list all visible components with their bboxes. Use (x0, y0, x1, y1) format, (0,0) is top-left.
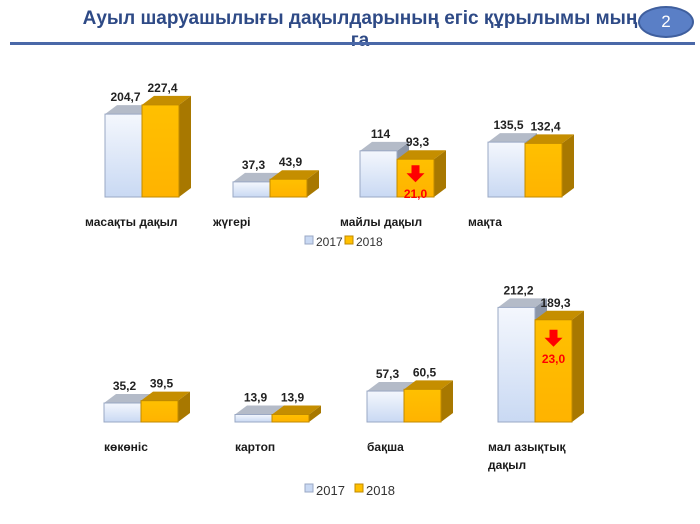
decrease-label: 23,0 (542, 352, 566, 366)
page-title: Ауыл шаруашылығы дақылдарының егіс құрыл… (82, 8, 638, 51)
bar-top-1-2-1 (404, 380, 453, 390)
data-label: 13,9 (244, 390, 268, 404)
down-arrow-icon (406, 165, 425, 183)
data-label: 132,4 (530, 119, 560, 133)
legend-swatch-2018 (354, 483, 364, 493)
bar-2017-1 (232, 181, 271, 198)
bar-2017-2 (359, 150, 398, 198)
bar-2018-2 (403, 388, 442, 423)
bar-side-0-0-1 (179, 95, 191, 197)
bar-top-0-0-1 (142, 95, 191, 105)
down-arrow-icon (544, 329, 563, 347)
data-label: 35,2 (113, 379, 137, 393)
data-label: 57,3 (376, 367, 400, 381)
category-label: жүгері (212, 215, 251, 229)
bar-top-0-2-1 (397, 150, 446, 160)
title-divider (10, 42, 695, 45)
bar-2018-1 (271, 413, 310, 423)
data-label: 39,5 (150, 377, 174, 391)
bar-2017-0 (104, 113, 143, 198)
legend-label-2018: 2018 (366, 483, 395, 498)
bar-side-0-1-1 (307, 170, 319, 197)
category-label: көкөніс (104, 440, 148, 454)
bar-2017-0 (103, 402, 142, 423)
bar-top-1-3-0 (498, 298, 547, 308)
bar-top-0-2-0 (360, 141, 409, 151)
data-label: 135,5 (493, 118, 523, 132)
bar-top-1-2-0 (367, 382, 416, 392)
bar-top-0-3-0 (488, 133, 537, 143)
bar-side-1-1-1 (309, 405, 321, 422)
legend-swatch-2017 (304, 235, 314, 245)
data-label: 43,9 (279, 155, 303, 169)
category-label: майлы дақыл (340, 215, 422, 229)
bar-2017-1 (234, 413, 273, 423)
bar-2018-3 (524, 142, 563, 198)
legend-swatch-2017 (304, 483, 314, 493)
data-label: 204,7 (110, 90, 140, 104)
bar-2017-3 (497, 306, 536, 423)
category-label: картоп (235, 440, 275, 454)
bar-top-1-1-1 (272, 405, 321, 415)
bar-top-0-3-1 (525, 134, 574, 144)
legend-label-2017: 2017 (316, 235, 343, 249)
category-label: масақты дақыл (85, 215, 178, 229)
bar-top-1-3-1 (535, 310, 584, 320)
data-label: 37,3 (242, 158, 266, 172)
bar-side-0-2-1 (434, 150, 446, 197)
legend-label-2017: 2017 (316, 483, 345, 498)
data-label: 227,4 (147, 81, 177, 95)
category-label: мал азықтық дақыл (488, 440, 566, 472)
bar-2017-3 (487, 141, 526, 198)
bar-top-1-0-1 (141, 391, 190, 401)
data-label: 93,3 (406, 135, 430, 149)
decrease-label: 21,0 (404, 187, 428, 201)
category-label: бақша (367, 440, 404, 454)
bar-side-1-3-1 (572, 310, 584, 422)
bar-2018-0 (141, 104, 180, 198)
bar-2017-2 (366, 390, 405, 423)
bar-side-0-3-1 (562, 134, 574, 197)
data-label: 212,2 (503, 283, 533, 297)
bar-top-1-1-0 (235, 405, 284, 415)
bar-top-0-1-1 (270, 170, 319, 180)
data-label: 189,3 (540, 296, 570, 310)
data-label: 114 (371, 127, 391, 141)
legend-label-2018: 2018 (356, 235, 383, 249)
data-label: 60,5 (413, 365, 437, 379)
data-label: 13,9 (281, 390, 305, 404)
bar-side-1-0-1 (178, 391, 190, 422)
legend-1: 2017 2018 (304, 483, 395, 498)
legend-swatch-2018 (344, 235, 354, 245)
legend-0: 2017 2018 (304, 235, 383, 249)
page-number-badge: 2 (638, 6, 694, 38)
bar-side-1-2-1 (441, 380, 453, 422)
bar-2018-1 (269, 178, 308, 198)
bar-2018-0 (140, 400, 179, 423)
category-label: мақта (468, 215, 502, 229)
